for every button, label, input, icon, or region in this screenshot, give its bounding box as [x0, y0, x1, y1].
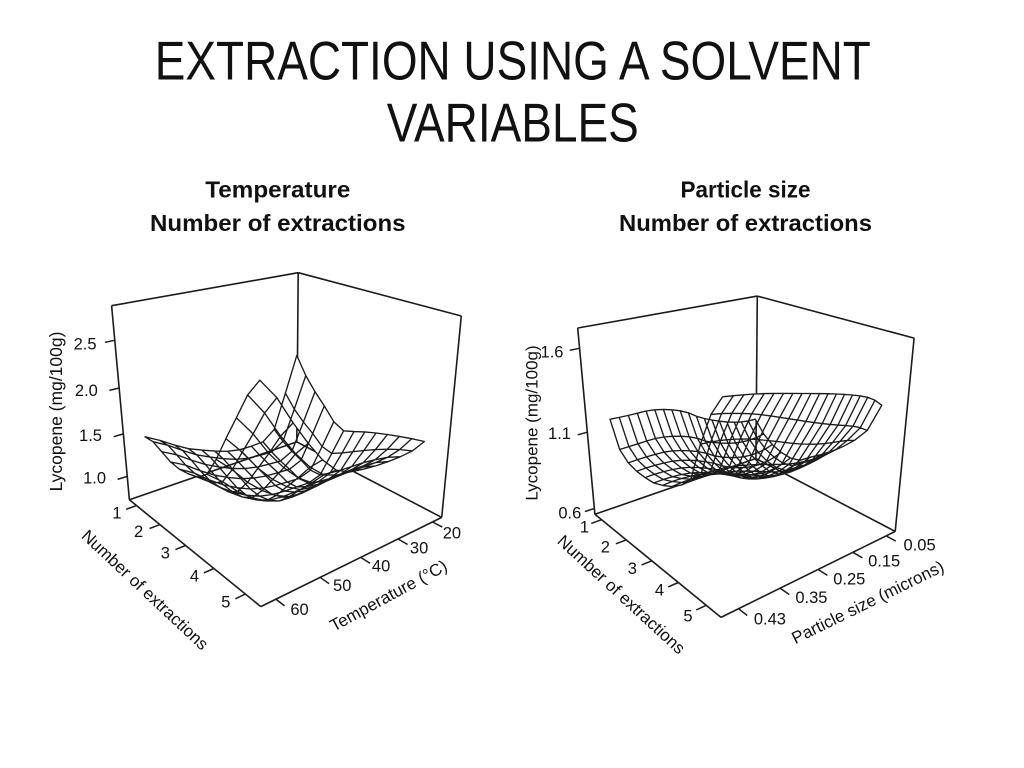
svg-text:1.1: 1.1	[548, 425, 571, 443]
svg-text:0.15: 0.15	[868, 552, 900, 570]
svg-text:1.6: 1.6	[541, 344, 564, 362]
svg-text:VARIABLES: VARIABLES	[387, 93, 639, 154]
svg-text:1.0: 1.0	[83, 470, 106, 488]
svg-text:Lycopene (mg/100g): Lycopene (mg/100g)	[523, 345, 542, 500]
svg-text:30: 30	[410, 539, 428, 557]
svg-text:Number of extractions: Number of extractions	[619, 210, 872, 236]
svg-text:2.5: 2.5	[74, 336, 97, 354]
svg-text:0.35: 0.35	[795, 589, 827, 607]
svg-text:4: 4	[190, 568, 199, 586]
svg-text:1: 1	[112, 504, 121, 522]
svg-text:5: 5	[221, 594, 230, 612]
svg-text:Lycopene (mg/100g): Lycopene (mg/100g)	[46, 332, 66, 492]
svg-text:60: 60	[290, 601, 308, 619]
svg-text:2.0: 2.0	[75, 382, 98, 400]
svg-text:1: 1	[580, 518, 589, 536]
svg-text:4: 4	[655, 582, 664, 600]
svg-text:0.05: 0.05	[904, 537, 936, 555]
svg-text:0.25: 0.25	[833, 571, 865, 589]
svg-text:1.5: 1.5	[79, 427, 102, 445]
svg-text:2: 2	[601, 539, 610, 557]
svg-text:Number of extractions: Number of extractions	[78, 526, 212, 654]
svg-text:Temperature: Temperature	[205, 177, 350, 203]
svg-text:0.6: 0.6	[558, 505, 581, 523]
svg-text:Number of extractions: Number of extractions	[553, 531, 688, 658]
svg-text:40: 40	[372, 558, 390, 576]
svg-text:Particle size: Particle size	[681, 177, 811, 203]
svg-text:5: 5	[683, 608, 692, 626]
svg-text:3: 3	[628, 560, 637, 578]
svg-text:Number of extractions: Number of extractions	[150, 210, 406, 236]
svg-text:50: 50	[333, 577, 351, 595]
svg-text:2: 2	[134, 523, 143, 541]
svg-text:EXTRACTION USING A SOLVENT: EXTRACTION USING A SOLVENT	[155, 30, 871, 91]
svg-text:20: 20	[443, 525, 461, 543]
svg-text:0.43: 0.43	[754, 610, 786, 628]
svg-text:3: 3	[161, 545, 170, 563]
